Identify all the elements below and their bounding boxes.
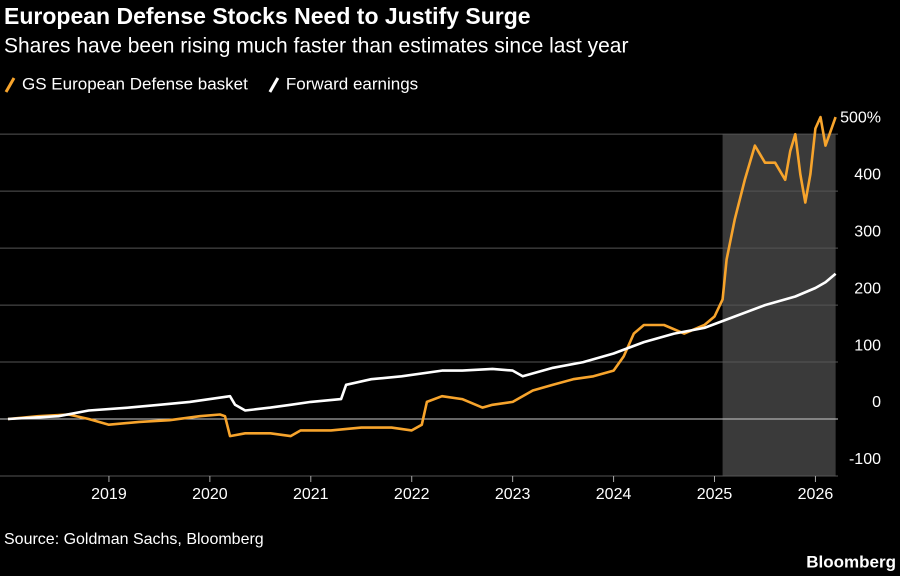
chart-title: European Defense Stocks Need to Justify …: [4, 3, 531, 29]
x-tick-label: 2022: [394, 486, 430, 503]
y-tick-label: -100: [849, 451, 881, 468]
line-series: [7, 115, 837, 438]
x-tick-label: 2023: [495, 486, 531, 503]
legend-label: Forward earnings: [286, 74, 418, 93]
legend-label: GS European Defense basket: [22, 74, 248, 93]
x-tick-label: 2026: [798, 486, 834, 503]
y-tick-label: 200: [854, 280, 881, 297]
legend-swatch: [4, 77, 16, 93]
x-tick-label: 2020: [192, 486, 228, 503]
source: Source: Goldman Sachs, Bloomberg: [4, 531, 264, 548]
x-tick-label: 2019: [91, 486, 127, 503]
brand: Bloomberg: [806, 552, 896, 571]
y-tick-label: 100: [854, 337, 881, 354]
y-tick-label: 300: [854, 223, 881, 240]
x-tick-label: 2021: [293, 486, 329, 503]
y-tick-label: 0: [872, 394, 881, 411]
y-tick-label: 500%: [840, 109, 881, 126]
line-series: [7, 272, 837, 421]
x-tick-label: 2025: [697, 486, 733, 503]
legend-swatch: [268, 77, 280, 93]
x-tick-label: 2024: [596, 486, 632, 503]
y-tick-label: 400: [854, 166, 881, 183]
chart-subtitle: Shares have been rising much faster than…: [4, 35, 628, 58]
